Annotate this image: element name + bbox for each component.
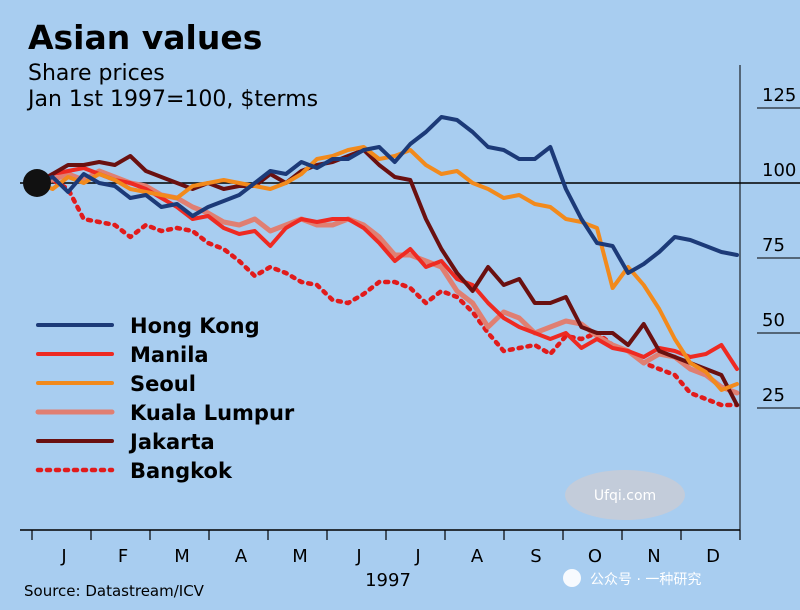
legend-label: Jakarta (128, 430, 215, 454)
series-lines (34, 115, 740, 408)
chart-title: Asian values (28, 18, 262, 57)
legend-label: Manila (130, 343, 209, 367)
x-axis-year-label: 1997 (365, 570, 411, 591)
legend-label: Kuala Lumpur (130, 401, 295, 425)
source-note: Source: Datastream/ICV (24, 582, 205, 600)
wechat-watermark: 公众号 · 一种研究 (563, 569, 701, 588)
y-tick-label: 100 (762, 160, 796, 181)
legend-label: Seoul (130, 372, 196, 396)
x-tick-label: S (530, 546, 541, 567)
legend-label: Bangkok (130, 459, 233, 483)
wechat-text: 公众号 · 一种研究 (590, 572, 701, 588)
x-tick-label: J (414, 546, 420, 567)
x-tick-label: O (588, 546, 602, 567)
x-tick-label: A (235, 546, 248, 567)
x-axis: J F M A M J J A S O N D 1997 (20, 65, 741, 591)
x-tick-label: D (706, 546, 720, 567)
y-tick-label: 50 (762, 310, 785, 331)
chart-subtitle: Share prices (28, 61, 165, 86)
x-tick-label: J (60, 546, 66, 567)
series-line-jakarta (35, 148, 739, 407)
y-axis-ticks: 25 50 75 100 125 (762, 85, 796, 406)
watermark-badge: Ufqi.com (565, 470, 685, 520)
chart-subtitle-2: Jan 1st 1997=100, $terms (26, 87, 318, 112)
watermark-text: Ufqi.com (594, 488, 656, 504)
baseline-marker (23, 169, 51, 197)
series-line-hong-kong (35, 115, 739, 275)
legend-label: Hong Kong (130, 314, 260, 338)
y-tick-label: 25 (762, 385, 785, 406)
legend: Hong Kong Manila Seoul Kuala Lumpur Jakarta B… (35, 314, 295, 483)
x-tick-label: M (174, 546, 190, 567)
series-line-seoul (35, 145, 739, 392)
x-tick-label: J (355, 546, 361, 567)
y-tick-label: 125 (762, 85, 796, 106)
x-tick-label: A (471, 546, 484, 567)
x-tick-label: M (292, 546, 308, 567)
x-tick-label: F (118, 546, 128, 567)
x-tick-label: N (647, 546, 660, 567)
wechat-icon (563, 569, 581, 587)
y-tick-label: 75 (762, 235, 785, 256)
